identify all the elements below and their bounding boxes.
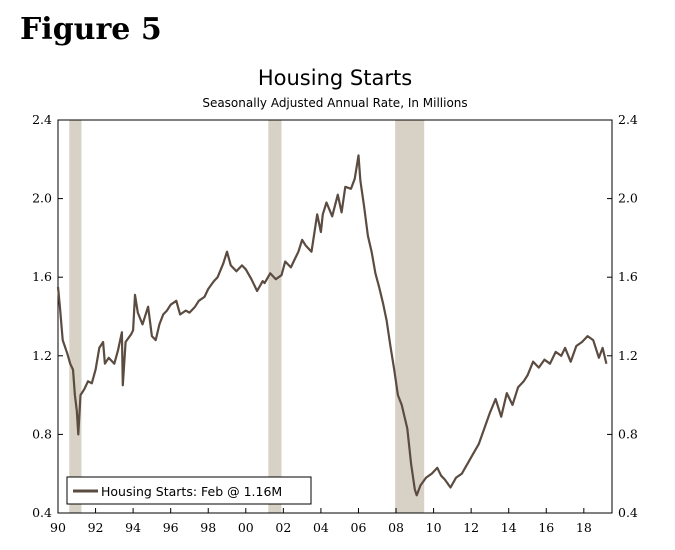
x-tick-label: 16: [538, 520, 554, 535]
figure-label: Figure 5: [20, 12, 162, 47]
legend: Housing Starts: Feb @ 1.16M: [66, 476, 312, 505]
y-tick-label-left: 1.6: [32, 269, 52, 284]
series-layer: [56, 154, 608, 497]
x-tick-label: 90: [50, 520, 66, 535]
x-tick-label: 98: [200, 520, 216, 535]
y-tick-label-left: 0.4: [32, 505, 52, 520]
y-tick-label-right: 0.8: [618, 426, 638, 441]
y-tick-label-right: 1.2: [618, 348, 638, 363]
x-axis-ticks: 90 92 94 96 98 00 02 04 06 08 10 12 14 16 18: [50, 508, 592, 535]
x-tick-label: 00: [238, 520, 254, 535]
y-tick-label-right: 0.4: [618, 505, 638, 520]
x-tick-label: 92: [88, 520, 104, 535]
chart-subtitle: Seasonally Adjusted Annual Rate, In Mill…: [202, 96, 468, 110]
chart-title: Housing Starts: [257, 66, 413, 90]
y-axis-ticks: 0.4 0.4 0.8 0.8 1.2 1.2 1.6 1.6 2.0 2.0 2.4 2.4: [32, 112, 638, 520]
y-tick-label-left: 1.2: [32, 348, 52, 363]
x-tick-label: 14: [501, 520, 517, 535]
legend-box: [66, 476, 312, 505]
plot-frame: [57, 119, 613, 514]
x-tick-label: 96: [163, 520, 179, 535]
y-tick-label-right: 1.6: [618, 269, 638, 284]
x-tick-label: 04: [313, 520, 329, 535]
recession-band: [69, 120, 82, 513]
recession-bands: [69, 120, 425, 513]
y-tick-label-right: 2.4: [618, 112, 638, 127]
x-tick-label: 02: [275, 520, 291, 535]
y-tick-label-left: 2.4: [32, 112, 52, 127]
recession-band: [268, 120, 282, 513]
y-tick-label-left: 0.8: [32, 426, 52, 441]
x-tick-label: 18: [576, 520, 592, 535]
legend-label: Housing Starts: Feb @ 1.16M: [101, 484, 282, 499]
x-tick-label: 08: [388, 520, 404, 535]
x-tick-label: 94: [125, 520, 141, 535]
x-tick-label: 06: [351, 520, 367, 535]
y-tick-label-right: 2.0: [618, 191, 638, 206]
x-tick-label: 10: [426, 520, 442, 535]
y-tick-label-left: 2.0: [32, 191, 52, 206]
series-line-housing-starts: [56, 154, 608, 497]
x-tick-label: 12: [463, 520, 479, 535]
